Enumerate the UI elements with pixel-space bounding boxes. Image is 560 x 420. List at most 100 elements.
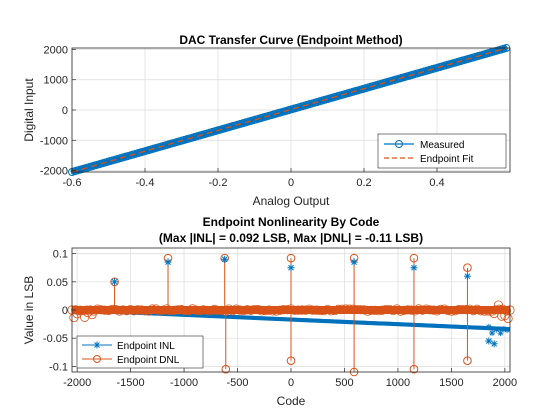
inl-outlier-point [410, 264, 418, 272]
dnl-point [348, 304, 358, 314]
dnl-point [436, 304, 446, 314]
dnl-point [195, 306, 205, 316]
dnl-point [176, 305, 187, 315]
nonlinearity-x-axis-label: Code [277, 394, 306, 408]
dnl-spike-point [221, 364, 231, 374]
transfer-x-tick-label: 0 [288, 177, 294, 189]
dnl-point [202, 305, 212, 315]
dnl-point [355, 305, 365, 315]
dnl-spike-point [286, 356, 296, 366]
dnl-point [304, 304, 314, 314]
dnl-point [352, 304, 362, 315]
dnl-point [158, 305, 168, 315]
inl-outlier-point [287, 264, 295, 272]
dnl-point [140, 306, 150, 316]
nonlinearity-data [67, 253, 515, 377]
dnl-point [363, 306, 373, 316]
dnl-point [326, 306, 336, 316]
dnl-point [246, 305, 256, 315]
dnl-edge-point [72, 309, 82, 319]
inl-outlier-point [490, 340, 498, 348]
nonlinearity-x-tick-label: 1500 [439, 377, 463, 389]
dnl-point [92, 304, 103, 314]
dnl-point [293, 305, 303, 315]
dnl-point [191, 305, 201, 315]
inl-edge-point [493, 326, 500, 333]
dnl-edge-point [503, 313, 513, 324]
transfer-y-tick-label: 2000 [44, 44, 68, 56]
dnl-point [74, 306, 84, 316]
dnl-point [483, 306, 493, 316]
dnl-point [268, 306, 278, 316]
dnl-point [395, 306, 406, 316]
inl-outlier-point [350, 258, 358, 266]
nonlinearity-x-tick-label: -1500 [117, 377, 145, 389]
dnl-point [421, 304, 431, 314]
dnl-point [300, 305, 311, 315]
dnl-spike-point [463, 263, 472, 273]
dnl-point [403, 305, 413, 315]
dnl-point [446, 306, 457, 316]
dnl-point [169, 305, 179, 315]
dnl-point [399, 305, 409, 315]
legend-dnl-marker [93, 355, 101, 363]
dnl-point [311, 305, 322, 315]
dnl-point [180, 305, 190, 316]
dnl-point [231, 304, 241, 314]
nonlinearity-chart-title: Endpoint Nonlinearity By Code [203, 215, 380, 229]
dnl-point [337, 304, 347, 314]
dnl-point [290, 305, 300, 315]
dnl-point [82, 305, 92, 315]
dnl-point [133, 305, 143, 315]
inl-edge-point [497, 330, 504, 337]
nonlinearity-x-tick-label: 1000 [386, 377, 410, 389]
nonlinearity-y-tick-label: 0 [62, 305, 68, 317]
dnl-edge-point [493, 300, 504, 310]
dnl-point [275, 305, 285, 315]
dnl-point [173, 305, 183, 315]
dnl-point [417, 305, 427, 315]
dnl-point [129, 306, 139, 316]
dnl-point [315, 305, 325, 316]
dnl-point [238, 305, 249, 316]
dnl-point [468, 306, 479, 316]
dnl-point [114, 306, 125, 316]
dnl-point [381, 304, 391, 315]
nonlinearity-x-tick-label: 2000 [493, 377, 517, 389]
inl-edge-point [504, 326, 511, 333]
dnl-point [322, 304, 333, 315]
transfer-y-axis-label: Digital Input [22, 78, 36, 142]
inl-outlier-point [111, 278, 119, 286]
transfer-chart-title: DAC Transfer Curve (Endpoint Method) [179, 33, 402, 47]
inl-outlier-point [463, 272, 471, 280]
dnl-point [235, 305, 245, 315]
dnl-point [103, 305, 114, 316]
transfer-y-tick-label: -2000 [40, 166, 68, 178]
nonlinearity-x-tick-label: -500 [227, 377, 249, 389]
dnl-point [359, 305, 369, 315]
dnl-point [213, 305, 223, 315]
nonlinearity-y-tick-label: 0.05 [47, 277, 68, 289]
dnl-point [187, 304, 198, 314]
dnl-edge-point [87, 309, 97, 320]
dnl-point [253, 305, 263, 315]
inl-edge-point [489, 330, 496, 337]
dnl-point [377, 305, 387, 315]
dnl-spike-point [286, 253, 296, 263]
dnl-point [242, 305, 252, 315]
transfer-y-tick-label: -1000 [40, 135, 68, 147]
dnl-point [96, 305, 106, 315]
dnl-point [341, 304, 351, 314]
dnl-spike-point [409, 253, 419, 263]
nonlinearity-x-tick-label: 0 [288, 377, 294, 389]
dnl-point [111, 305, 121, 315]
dnl-point [366, 305, 376, 315]
transfer-legend-box [377, 133, 507, 169]
dnl-point [333, 304, 344, 314]
dnl-point [454, 304, 464, 315]
dnl-point [122, 305, 132, 316]
dnl-point [443, 305, 453, 316]
legend-measured-marker [395, 140, 403, 148]
dnl-point [450, 306, 460, 316]
dnl-point [209, 304, 219, 314]
